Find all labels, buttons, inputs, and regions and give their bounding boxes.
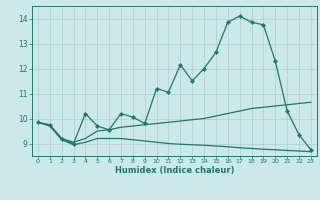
X-axis label: Humidex (Indice chaleur): Humidex (Indice chaleur): [115, 166, 234, 175]
